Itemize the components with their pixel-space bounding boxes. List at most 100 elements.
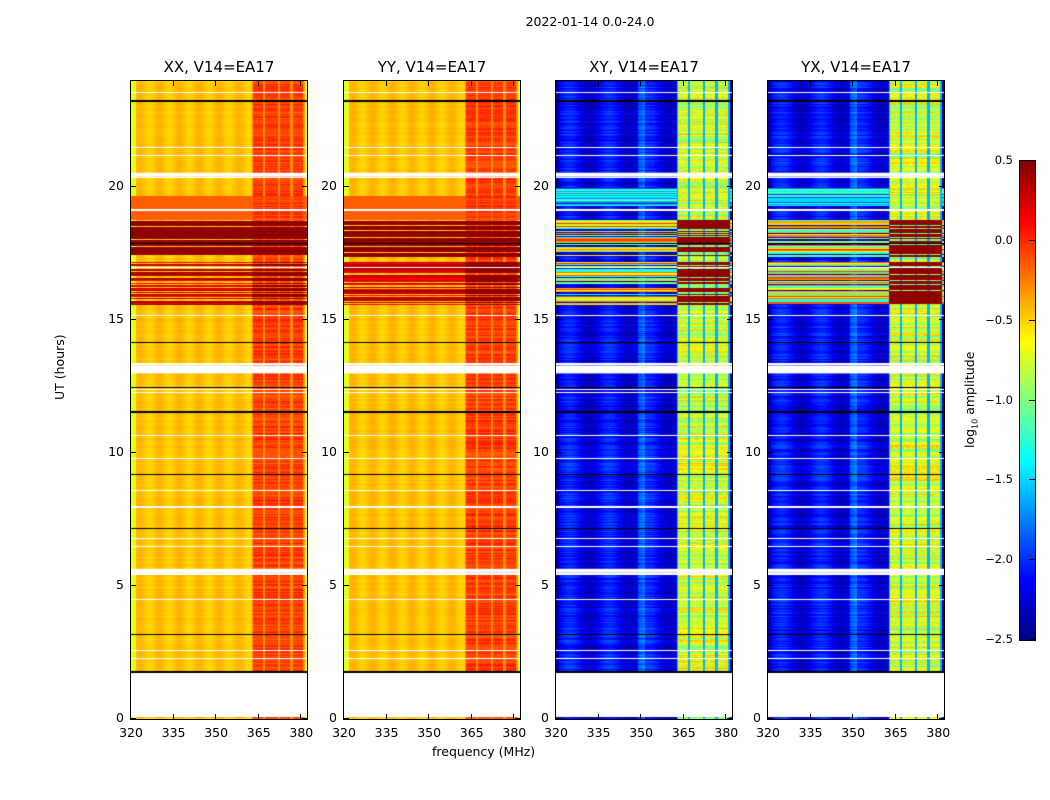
y-tick-mark-right [939, 585, 944, 587]
x-tick-label: 335 [586, 725, 611, 740]
y-tick-mark [131, 585, 136, 587]
x-tick-mark [597, 714, 599, 719]
x-tick-mark-top [385, 81, 387, 86]
y-tick-mark [131, 452, 136, 454]
y-tick-mark-right [727, 452, 732, 454]
x-tick-label: 320 [544, 725, 568, 740]
y-tick-mark [131, 186, 136, 188]
heatmap-plot-area [555, 80, 733, 720]
x-tick-label: 365 [246, 725, 271, 740]
y-tick-mark [131, 319, 136, 321]
y-tick-mark-right [302, 718, 307, 719]
x-tick-mark [385, 714, 387, 719]
panel-yy: YY, V14=EA17 320 335 350 365 380 0 5 10 15 20 [321, 58, 526, 740]
colorbar-gradient [1020, 161, 1035, 640]
colorbar-tick-mark [1029, 639, 1035, 640]
panel-title: XX, V14=EA17 [163, 58, 275, 76]
x-tick-label: 350 [629, 725, 654, 740]
y-tick-mark [556, 452, 561, 454]
x-tick-mark-top [597, 81, 599, 86]
y-tick-mark [344, 452, 349, 454]
x-tick-mark [470, 714, 472, 719]
x-tick-mark [555, 714, 556, 719]
panel-yx: YX, V14=EA17 320 335 350 365 380 0 5 10 15 20 [745, 58, 950, 740]
y-tick-mark-right [302, 452, 307, 454]
heatmap-image [131, 81, 307, 719]
x-tick-label: 380 [714, 725, 739, 740]
x-tick-mark-top [130, 81, 131, 86]
y-tick-label: 15 [108, 311, 124, 327]
x-tick-mark [725, 714, 727, 719]
y-tick-mark-right [939, 319, 944, 321]
x-tick-mark-top [937, 81, 939, 86]
colorbar-tick-label: −1.0 [985, 392, 1013, 407]
x-tick-label: 320 [119, 725, 143, 740]
y-tick-label: 15 [533, 311, 549, 327]
y-tick-mark-right [515, 186, 520, 188]
colorbar-tick-mark [1029, 479, 1035, 481]
x-tick-mark [257, 714, 259, 719]
y-tick-mark-right [727, 319, 732, 321]
y-tick-label: 0 [116, 710, 124, 725]
y-tick-mark-right [515, 319, 520, 321]
colorbar-tick-mark [1029, 160, 1035, 161]
y-tick-label: 20 [533, 178, 549, 194]
x-tick-mark-top [767, 81, 768, 86]
panel-title: XY, V14=EA17 [589, 58, 699, 76]
y-tick-label: 10 [108, 444, 124, 460]
y-tick-mark [344, 186, 349, 188]
colorbar-tick-label: −2.5 [985, 632, 1013, 646]
x-tick-label: 365 [671, 725, 696, 740]
y-tick-mark [344, 585, 349, 587]
x-tick-mark [513, 714, 515, 719]
y-tick-mark [131, 718, 136, 719]
y-tick-label: 5 [753, 577, 761, 593]
y-tick-label: 10 [745, 444, 761, 460]
x-tick-mark [767, 714, 768, 719]
y-tick-mark-right [939, 452, 944, 454]
x-tick-mark-top [682, 81, 684, 86]
y-tick-mark [768, 186, 773, 188]
x-tick-label: 320 [332, 725, 356, 740]
y-tick-mark-right [302, 186, 307, 188]
y-tick-mark-right [515, 718, 520, 719]
x-tick-mark [428, 714, 430, 719]
y-tick-label: 20 [108, 178, 124, 194]
x-tick-mark [809, 714, 811, 719]
x-tick-label: 335 [798, 725, 823, 740]
colorbar [1019, 160, 1036, 641]
x-tick-mark-top [300, 81, 302, 86]
x-tick-mark-top [555, 81, 556, 86]
y-tick-mark [556, 186, 561, 188]
colorbar-tick-label: 0.0 [994, 232, 1013, 247]
x-tick-mark-top [809, 81, 811, 86]
heatmap-image [768, 81, 944, 719]
x-tick-mark [172, 714, 174, 719]
colorbar-tick-label: −1.5 [985, 472, 1013, 487]
colorbar-tick-label: 0.5 [994, 153, 1013, 167]
y-tick-mark [344, 718, 349, 719]
y-tick-mark-right [727, 585, 732, 587]
x-tick-mark [852, 714, 854, 719]
y-tick-label: 10 [533, 444, 549, 460]
y-tick-mark [556, 718, 561, 719]
y-tick-mark [556, 585, 561, 587]
x-tick-label: 365 [883, 725, 908, 740]
y-tick-label: 5 [116, 577, 124, 593]
x-tick-mark [682, 714, 684, 719]
x-axis-label: frequency (MHz) [432, 744, 536, 759]
y-tick-label: 5 [541, 577, 549, 593]
x-tick-label: 350 [417, 725, 442, 740]
panel-title: YY, V14=EA17 [377, 58, 487, 76]
x-tick-mark-top [894, 81, 896, 86]
x-tick-mark [343, 714, 344, 719]
y-tick-mark-right [302, 319, 307, 321]
x-tick-mark-top [725, 81, 727, 86]
x-tick-label: 320 [756, 725, 780, 740]
x-tick-label: 335 [374, 725, 399, 740]
x-tick-mark [130, 714, 131, 719]
y-tick-mark [768, 319, 773, 321]
y-tick-mark-right [515, 452, 520, 454]
panel-xx: XX, V14=EA17 320 335 350 365 380 0 5 10 15 20 [108, 58, 313, 740]
colorbar-label: log10 amplitude [962, 351, 980, 448]
